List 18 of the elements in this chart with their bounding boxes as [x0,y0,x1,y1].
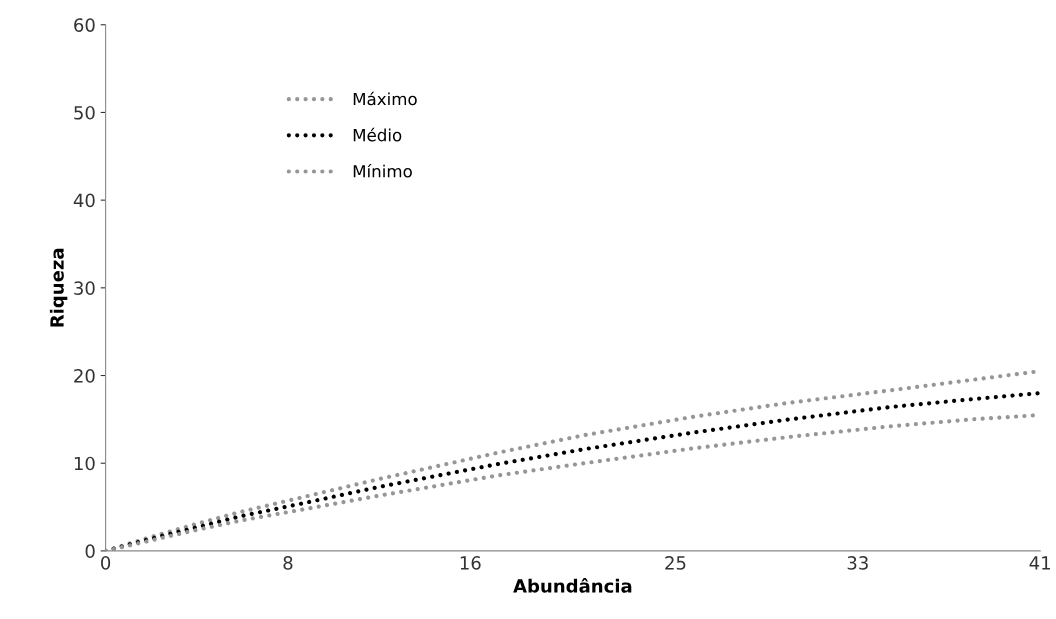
x-tick-label: 33 [847,556,868,570]
y-tick-label: 10 [74,456,95,471]
x-tick-label: 8 [283,556,293,570]
legend-label: Mínimo [353,163,412,178]
x-tick-label: 41 [1029,556,1050,570]
y-tick-label: 60 [74,18,95,32]
x-tick-label: 16 [460,556,481,570]
x-tick-label: 0 [101,556,111,570]
y-tick-label: 20 [74,368,95,383]
y-tick-label: 40 [73,193,95,208]
legend-label: Máximo [353,91,417,106]
x-axis-title: Abundância [513,578,632,593]
legend-label: Médio [353,127,402,142]
y-tick-label: 50 [74,105,95,120]
y-axis-title: Riqueza [49,248,68,327]
y-tick-label: 30 [74,281,95,295]
x-tick-label: 25 [665,556,686,570]
y-tick-label: 0 [85,544,95,559]
